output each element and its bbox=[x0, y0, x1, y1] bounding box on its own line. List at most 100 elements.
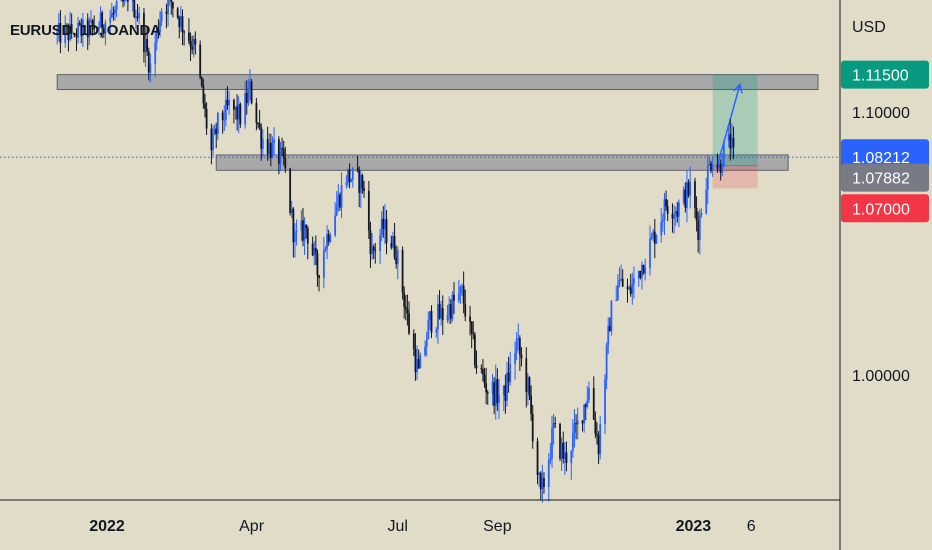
candle bbox=[526, 373, 529, 406]
price-badge: 1.07882 bbox=[841, 163, 929, 192]
candle bbox=[459, 285, 462, 305]
candle bbox=[188, 18, 190, 45]
candle bbox=[212, 125, 214, 157]
candle bbox=[729, 119, 732, 161]
candle bbox=[300, 210, 303, 242]
candle bbox=[559, 422, 561, 461]
candle bbox=[684, 182, 687, 213]
candle bbox=[204, 93, 206, 118]
candle bbox=[171, 1, 174, 18]
candle bbox=[136, 3, 139, 22]
candle bbox=[90, 10, 92, 24]
candle bbox=[125, 0, 127, 2]
candle bbox=[324, 246, 327, 252]
candle bbox=[215, 122, 218, 149]
candle bbox=[340, 172, 343, 218]
candle bbox=[507, 356, 510, 393]
candle bbox=[77, 16, 79, 44]
candle bbox=[350, 178, 353, 183]
candle bbox=[551, 415, 553, 468]
candle bbox=[457, 279, 460, 303]
candle bbox=[674, 206, 677, 226]
candle bbox=[469, 305, 471, 336]
candle bbox=[98, 21, 100, 36]
upper-resistance-zone[interactable] bbox=[56, 74, 819, 91]
loss-zone[interactable] bbox=[712, 165, 758, 189]
candle bbox=[414, 333, 417, 381]
candle bbox=[419, 352, 422, 369]
candle bbox=[605, 342, 608, 390]
candle bbox=[277, 136, 280, 175]
candle bbox=[515, 332, 518, 361]
position-layer bbox=[0, 74, 840, 189]
candle bbox=[179, 6, 182, 33]
candle bbox=[266, 126, 269, 161]
candle bbox=[504, 374, 507, 414]
svg-text:1.07882: 1.07882 bbox=[852, 171, 910, 188]
candle bbox=[289, 167, 292, 216]
candle bbox=[249, 69, 251, 101]
svg-text:1.07000: 1.07000 bbox=[852, 201, 910, 218]
candle bbox=[372, 244, 375, 259]
candle bbox=[493, 377, 496, 415]
candle bbox=[425, 331, 428, 357]
candle bbox=[57, 13, 60, 42]
candle bbox=[284, 146, 287, 173]
candle bbox=[618, 267, 621, 288]
candle bbox=[86, 13, 89, 50]
candle bbox=[571, 419, 574, 458]
candle bbox=[244, 81, 247, 129]
candle bbox=[641, 261, 643, 290]
candle bbox=[538, 472, 541, 487]
candle bbox=[539, 471, 542, 501]
candle bbox=[70, 13, 73, 39]
candle bbox=[531, 404, 534, 449]
profit-zone[interactable] bbox=[712, 74, 758, 166]
candle bbox=[621, 269, 624, 288]
candle bbox=[427, 311, 430, 340]
candle bbox=[633, 266, 635, 299]
candle bbox=[597, 431, 600, 465]
candle bbox=[536, 437, 539, 485]
candle bbox=[326, 225, 328, 260]
candle bbox=[565, 441, 568, 472]
candle bbox=[258, 109, 261, 131]
candle bbox=[165, 3, 168, 29]
candle bbox=[369, 221, 372, 268]
candle bbox=[554, 416, 557, 428]
middle-support-zone[interactable] bbox=[215, 154, 789, 171]
candle bbox=[154, 32, 157, 78]
candle bbox=[110, 2, 113, 18]
svg-text:1.11500: 1.11500 bbox=[852, 68, 909, 85]
candle bbox=[464, 289, 467, 322]
candle bbox=[181, 9, 184, 46]
candle bbox=[473, 332, 476, 369]
candle bbox=[170, 0, 173, 15]
candle bbox=[686, 170, 688, 223]
candle bbox=[573, 408, 576, 448]
candle bbox=[147, 47, 150, 81]
candle bbox=[337, 184, 340, 212]
candle bbox=[608, 317, 611, 332]
candle bbox=[69, 11, 71, 42]
candle bbox=[122, 0, 124, 8]
candle bbox=[167, 0, 169, 27]
candle bbox=[491, 373, 494, 406]
candle bbox=[711, 156, 714, 177]
candle bbox=[131, 0, 134, 12]
candle bbox=[273, 127, 275, 156]
candle bbox=[314, 235, 317, 266]
candle bbox=[404, 295, 407, 321]
candle bbox=[480, 364, 483, 374]
candle bbox=[80, 18, 83, 44]
candle bbox=[64, 15, 67, 48]
candle bbox=[496, 368, 499, 411]
candle bbox=[506, 361, 508, 407]
candle bbox=[570, 450, 573, 480]
candle bbox=[347, 168, 349, 187]
candle bbox=[502, 385, 505, 412]
candle bbox=[575, 414, 577, 440]
candle bbox=[155, 27, 158, 51]
